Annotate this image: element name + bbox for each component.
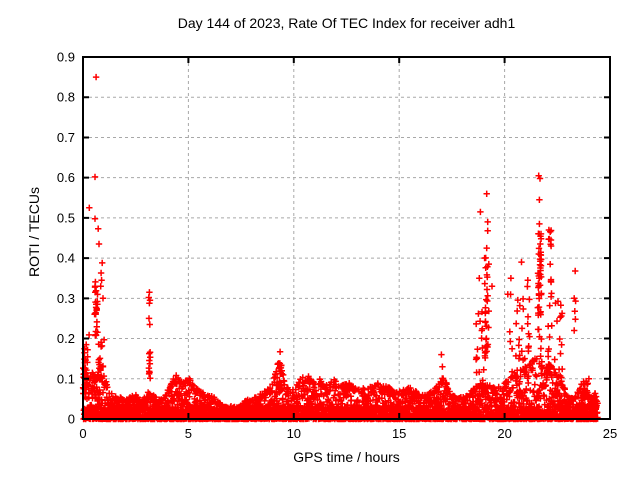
y-tick-label: 0.2 — [57, 331, 75, 346]
y-tick-label: 0.9 — [57, 50, 75, 65]
y-tick-label: 0.4 — [57, 251, 75, 266]
x-tick-label: 10 — [287, 426, 301, 441]
y-tick-label: 0.3 — [57, 291, 75, 306]
x-tick-label: 20 — [497, 426, 511, 441]
chart-title: Day 144 of 2023, Rate Of TEC Index for r… — [177, 15, 516, 31]
y-tick-label: 0.6 — [57, 170, 75, 185]
x-tick-label: 25 — [603, 426, 617, 441]
x-tick-label: 15 — [392, 426, 406, 441]
y-tick-label: 0.1 — [57, 371, 75, 386]
x-axis-label: GPS time / hours — [293, 449, 400, 465]
y-tick-label: 0.8 — [57, 90, 75, 105]
grid-lines — [83, 57, 610, 419]
x-tick-label: 0 — [79, 426, 86, 441]
data-points — [79, 73, 601, 423]
x-tick-label: 5 — [185, 426, 192, 441]
y-tick-label: 0.5 — [57, 210, 75, 225]
tick-labels: 0 0.1 0.2 0.3 0.4 0.5 0.6 0.7 0.8 0.9 0 5 10 15 20 25 — [57, 50, 617, 442]
axes-border — [82, 56, 611, 420]
y-tick-label: 0.7 — [57, 130, 75, 145]
y-tick-label: 0 — [68, 412, 75, 427]
